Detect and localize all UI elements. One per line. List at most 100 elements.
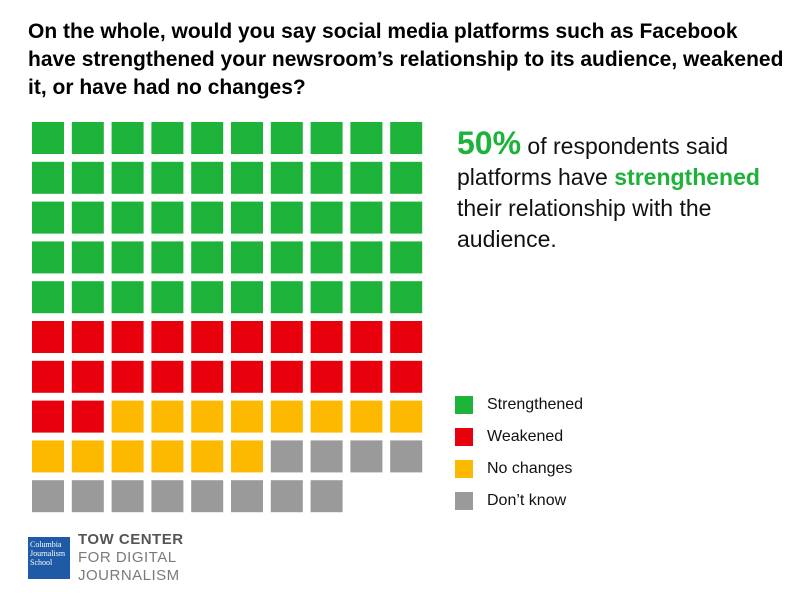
waffle-cell — [32, 122, 64, 154]
waffle-cell — [390, 360, 423, 393]
chart-title: On the whole, would you say social media… — [28, 20, 784, 99]
waffle-cell — [111, 241, 144, 274]
legend-swatch — [455, 428, 473, 446]
waffle-cell — [231, 122, 263, 154]
waffle-cell — [231, 281, 263, 314]
waffle-cell — [191, 161, 224, 194]
waffle-cell — [71, 161, 104, 194]
waffle-cell — [270, 480, 303, 513]
legend-swatch — [455, 396, 473, 414]
waffle-cell — [151, 360, 184, 393]
waffle-cell — [191, 241, 224, 274]
legend-swatch — [455, 460, 473, 478]
waffle-cell — [390, 241, 423, 274]
waffle-cell — [350, 201, 383, 234]
waffle-cell — [310, 321, 343, 353]
waffle-cell — [390, 201, 423, 234]
logo-line: TOW CENTER — [78, 531, 184, 548]
waffle-cell — [151, 440, 184, 473]
waffle-cell — [32, 281, 64, 314]
waffle-cell — [350, 440, 383, 473]
waffle-cell — [310, 480, 343, 513]
waffle-cell — [231, 241, 263, 274]
waffle-cell — [270, 122, 303, 154]
callout-text: their relationship with the audience. — [457, 195, 712, 252]
legend-swatch — [455, 492, 473, 510]
waffle-cell — [151, 480, 184, 513]
waffle-cell — [350, 321, 383, 353]
waffle-cell — [32, 161, 64, 194]
waffle-cell — [390, 122, 423, 154]
waffle-cell — [151, 161, 184, 194]
waffle-cell — [32, 400, 64, 433]
waffle-cell — [350, 360, 383, 393]
waffle-cell — [32, 241, 64, 274]
waffle-cell — [191, 360, 224, 393]
waffle-cell — [231, 360, 263, 393]
callout-text: of respondents said platforms have — [457, 133, 729, 190]
waffle-cell — [32, 201, 64, 234]
waffle-cell — [231, 321, 263, 353]
waffle-cell — [270, 440, 303, 473]
waffle-cell — [310, 440, 343, 473]
waffle-cell — [32, 360, 64, 393]
logo-line: FOR DIGITAL — [78, 549, 177, 566]
waffle-cell — [111, 321, 144, 353]
waffle-cell — [231, 440, 263, 473]
logo-line: JOURNALISM — [78, 567, 180, 584]
waffle-cell — [231, 201, 263, 234]
waffle-cell — [111, 281, 144, 314]
waffle-cell — [151, 241, 184, 274]
waffle-cell — [270, 400, 303, 433]
legend-label: Weakened — [487, 428, 563, 445]
waffle-cell — [191, 400, 224, 433]
waffle-cell — [191, 201, 224, 234]
waffle-cell — [310, 122, 343, 154]
waffle-cell — [350, 400, 383, 433]
waffle-cell — [270, 281, 303, 314]
waffle-cell — [151, 281, 184, 314]
waffle-cell — [231, 161, 263, 194]
waffle-cell — [111, 161, 144, 194]
waffle-cell — [71, 440, 104, 473]
waffle-cell — [270, 241, 303, 274]
waffle-cell — [231, 480, 263, 513]
waffle-cell — [111, 440, 144, 473]
legend-label: Don’t know — [487, 492, 567, 509]
waffle-cell — [310, 400, 343, 433]
waffle-cell — [350, 241, 383, 274]
waffle-cell — [350, 122, 383, 154]
waffle-cell — [71, 321, 104, 353]
waffle-cell — [270, 201, 303, 234]
waffle-cell — [191, 321, 224, 353]
waffle-cell — [310, 360, 343, 393]
callout-emphasis: strengthened — [614, 164, 760, 190]
waffle-cell — [32, 321, 64, 353]
waffle-cell — [71, 360, 104, 393]
waffle-cell — [71, 480, 104, 513]
waffle-cell — [310, 161, 343, 194]
waffle-cell — [390, 161, 423, 194]
waffle-cell — [231, 400, 263, 433]
waffle-cell — [191, 480, 224, 513]
waffle-cell — [270, 360, 303, 393]
waffle-cell — [32, 480, 64, 513]
waffle-cell — [111, 201, 144, 234]
waffle-cell — [191, 281, 224, 314]
waffle-cell — [111, 400, 144, 433]
waffle-cell — [71, 281, 104, 314]
legend-label: Strengthened — [487, 396, 583, 413]
waffle-cell — [191, 122, 224, 154]
waffle-cell — [71, 241, 104, 274]
waffle-cell — [71, 201, 104, 234]
waffle-cell — [151, 201, 184, 234]
waffle-cell — [390, 281, 423, 314]
waffle-cell — [71, 400, 104, 433]
waffle-cell — [390, 440, 423, 473]
waffle-cell — [111, 360, 144, 393]
waffle-cell — [32, 440, 64, 473]
legend-label: No changes — [487, 460, 572, 477]
logo-school: Columbia Journalism School — [28, 537, 70, 579]
waffle-cell — [310, 201, 343, 234]
